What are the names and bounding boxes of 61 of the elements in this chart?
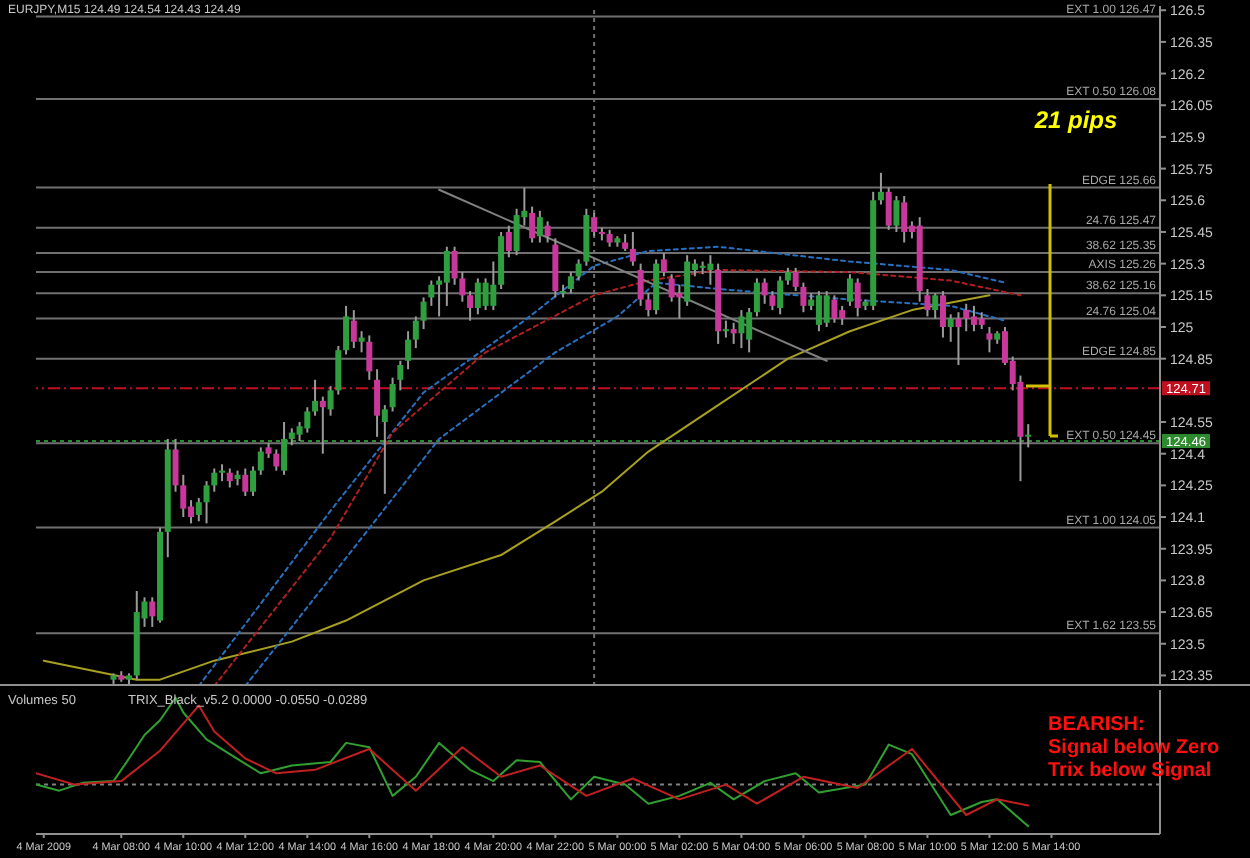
candlestick [653,258,660,316]
candlestick [544,220,551,244]
candlestick [591,211,598,238]
candlestick [474,277,481,316]
candlestick [746,306,753,354]
candlestick [257,446,264,476]
candlestick [366,334,373,381]
candlestick [536,209,543,244]
candlestick [730,321,737,345]
candlestick [567,271,574,295]
candlestick [823,290,830,328]
candlestick [947,313,954,343]
candlestick [273,448,280,472]
candlestick [350,309,357,350]
candlestick [777,275,784,316]
candlestick [877,171,884,206]
candlestick [901,195,908,244]
candlestick [529,205,536,244]
candlestick [893,195,900,233]
candlestick [374,368,381,438]
candlestick [846,273,853,307]
candlestick [443,245,450,307]
candlestick [281,421,288,476]
candlestick [831,294,838,324]
candlestick [195,497,202,523]
candlestick [405,330,412,371]
candlestick [738,309,745,350]
candlestick [242,467,249,497]
candlestick [885,186,892,231]
candlestick [149,596,156,628]
candlestick [250,465,257,497]
candlestick [970,304,977,333]
candlestick [660,252,667,278]
candlestick [1025,423,1032,449]
candlestick [552,237,559,299]
candlestick [304,406,311,434]
candlestick [226,467,233,489]
candlestick [753,277,760,318]
candlestick [684,254,691,307]
candlestick [963,302,970,333]
candlestick [381,404,388,495]
candlestick [707,254,714,286]
candlestick [932,292,939,320]
candlestick [319,395,326,455]
annotation: 21 pips [1032,106,1118,134]
candlestick [955,311,962,367]
candlestick [839,304,846,326]
candlestick [815,290,822,333]
candlestick [761,277,768,305]
candlestick [412,315,419,350]
candlestick [939,290,946,339]
candlestick [312,378,319,417]
line-series [42,294,991,681]
candlestick [986,325,993,354]
candlestick [505,224,512,259]
candlestick [343,304,350,356]
candlestick [490,260,497,312]
candlestick [854,277,861,318]
candlestick [629,230,636,267]
candlestick [676,283,683,320]
candlestick [467,290,474,322]
